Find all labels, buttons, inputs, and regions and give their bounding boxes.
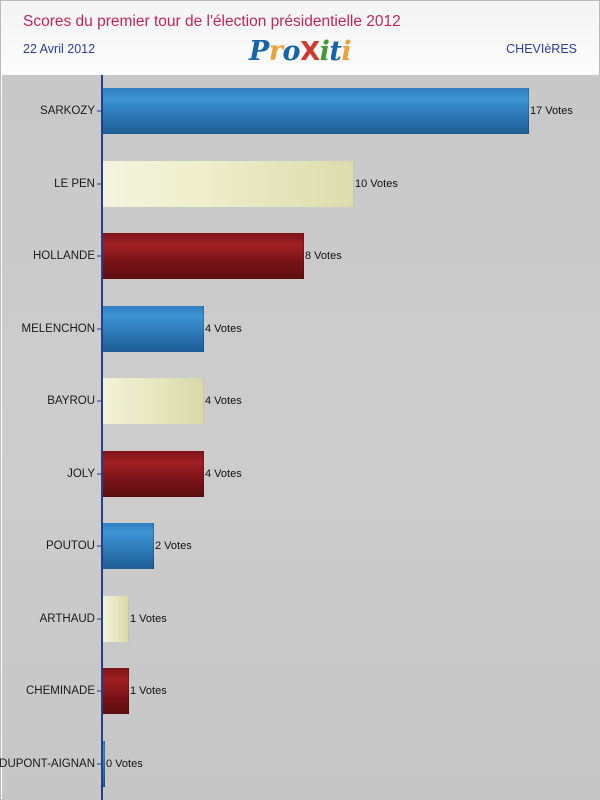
bar bbox=[103, 450, 204, 497]
chart-bar-row: MELENCHON 4 Votes bbox=[2, 293, 600, 366]
city-name: CHEVIèRES bbox=[506, 42, 577, 56]
bar-rows: SARKOZY 17 Votes LE PEN 10 Votes HOLLANDE 8 V… bbox=[0, 75, 600, 800]
chart-bar-row: BAYROU 4 Votes bbox=[2, 365, 600, 438]
chart-bar-row: LE PEN 10 Votes bbox=[2, 148, 600, 221]
axis-tick bbox=[97, 545, 101, 547]
bar-value-label: 1 Votes bbox=[130, 685, 167, 698]
bar-value-label: 10 Votes bbox=[355, 177, 398, 190]
value-axis bbox=[101, 75, 103, 800]
bar bbox=[103, 668, 129, 715]
bar bbox=[103, 305, 204, 352]
axis-tick bbox=[97, 255, 101, 257]
bar-value-label: 4 Votes bbox=[205, 322, 242, 335]
chart-bar-row: DUPONT-AIGNAN 0 Votes bbox=[0, 728, 600, 800]
category-label: ARTHAUD bbox=[39, 612, 95, 625]
proxiti-logo: ProXiti bbox=[249, 36, 352, 68]
axis-tick bbox=[97, 183, 101, 185]
bar-value-label: 17 Votes bbox=[530, 105, 573, 118]
logo-letter-i2: i bbox=[341, 36, 352, 67]
axis-tick bbox=[97, 110, 101, 112]
logo-letter-i: i bbox=[319, 36, 330, 67]
axis-tick bbox=[97, 400, 101, 402]
chart-plot-area: SARKOZY 17 Votes LE PEN 10 Votes HOLLANDE 8 V… bbox=[0, 75, 600, 800]
category-label: SARKOZY bbox=[40, 105, 95, 118]
election-date: 22 Avril 2012 bbox=[23, 42, 96, 56]
logo-letter-x: X bbox=[300, 37, 320, 67]
logo-letter-o: o bbox=[282, 36, 301, 67]
axis-tick bbox=[97, 473, 101, 475]
chart-bar-row: JOLY 4 Votes bbox=[2, 438, 600, 511]
category-label: LE PEN bbox=[54, 177, 95, 190]
category-label: BAYROU bbox=[47, 395, 95, 408]
bar bbox=[103, 378, 204, 425]
bar-value-label: 2 Votes bbox=[155, 540, 192, 553]
category-label: DUPONT-AIGNAN bbox=[0, 757, 95, 770]
chart-bar-row: HOLLANDE 8 Votes bbox=[2, 220, 600, 293]
category-label: JOLY bbox=[67, 467, 95, 480]
category-label: CHEMINADE bbox=[25, 685, 95, 698]
chart-bar-row: CHEMINADE 1 Votes bbox=[2, 655, 600, 728]
axis-tick bbox=[97, 690, 101, 692]
bar-value-label: 4 Votes bbox=[205, 467, 242, 480]
bar bbox=[103, 160, 354, 207]
logo-letter-t: t bbox=[329, 36, 342, 67]
axis-tick bbox=[97, 328, 101, 330]
axis-tick bbox=[97, 618, 101, 620]
bar-value-label: 4 Votes bbox=[205, 395, 242, 408]
category-label: MELENCHON bbox=[21, 322, 95, 335]
page-title: Scores du premier tour de l'élection pré… bbox=[23, 13, 401, 30]
chart-bar-row: ARTHAUD 1 Votes bbox=[2, 583, 600, 656]
bar-value-label: 1 Votes bbox=[130, 612, 167, 625]
bar-value-label: 8 Votes bbox=[305, 250, 342, 263]
logo-letter-p: P bbox=[249, 36, 269, 67]
bar bbox=[103, 523, 154, 570]
category-label: POUTOU bbox=[46, 540, 95, 553]
axis-tick bbox=[97, 763, 101, 765]
bar bbox=[103, 595, 129, 642]
bar-value-label: 0 Votes bbox=[106, 757, 143, 770]
chart-bar-row: SARKOZY 17 Votes bbox=[2, 75, 600, 148]
logo-letter-r: r bbox=[268, 36, 283, 67]
chart-bar-row: POUTOU 2 Votes bbox=[2, 510, 600, 583]
bar bbox=[103, 233, 304, 280]
category-label: HOLLANDE bbox=[33, 250, 95, 263]
bar bbox=[103, 88, 529, 135]
bar bbox=[103, 740, 105, 787]
